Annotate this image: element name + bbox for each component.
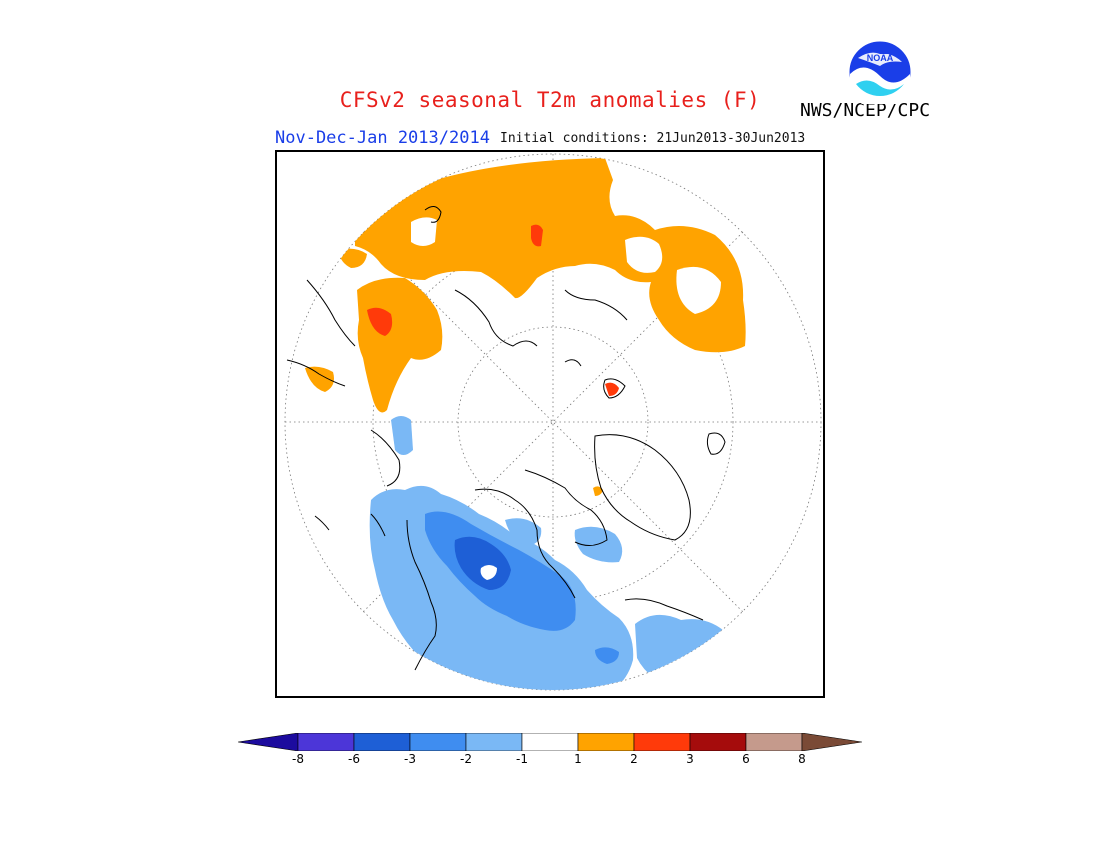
legend-label: -6 bbox=[348, 752, 360, 766]
polar-anomaly-map bbox=[275, 150, 825, 698]
legend-label: 2 bbox=[630, 752, 638, 766]
legend-label: -2 bbox=[460, 752, 472, 766]
legend-bin bbox=[745, 733, 803, 751]
legend-colorbar bbox=[238, 733, 862, 751]
legend-bin bbox=[353, 733, 411, 751]
legend-bin bbox=[297, 733, 355, 751]
initial-conditions: Initial conditions: 21Jun2013-30Jun2013 bbox=[500, 131, 806, 146]
legend-bin bbox=[633, 733, 691, 751]
legend-bin bbox=[801, 733, 862, 751]
legend-label: 6 bbox=[742, 752, 750, 766]
anomaly-cool-strong bbox=[454, 536, 511, 590]
noaa-logo: NOAA bbox=[848, 40, 912, 104]
legend-bin bbox=[521, 733, 579, 751]
legend-label: -3 bbox=[404, 752, 416, 766]
legend-bin bbox=[689, 733, 747, 751]
legend-bin bbox=[577, 733, 635, 751]
legend-label: -1 bbox=[516, 752, 528, 766]
agency-label: NWS/NCEP/CPC bbox=[800, 100, 931, 121]
legend-label: -8 bbox=[292, 752, 304, 766]
forecast-period: Nov-Dec-Jan 2013/2014 bbox=[275, 128, 490, 148]
legend-labels: -8 -6 -3 -2 -1 1 2 3 6 8 bbox=[238, 752, 862, 768]
legend-bin bbox=[465, 733, 523, 751]
legend-label: 1 bbox=[574, 752, 582, 766]
svg-text:NOAA: NOAA bbox=[867, 53, 894, 63]
anomaly-warm-strong bbox=[367, 307, 393, 336]
anomaly-warm-eurasia bbox=[355, 158, 746, 353]
legend-label: 3 bbox=[686, 752, 694, 766]
legend-bin bbox=[238, 733, 299, 751]
chart-title: CFSv2 seasonal T2m anomalies (F) bbox=[339, 88, 761, 112]
coastlines bbox=[286, 206, 726, 671]
legend-label: 8 bbox=[798, 752, 806, 766]
legend-bin bbox=[409, 733, 467, 751]
